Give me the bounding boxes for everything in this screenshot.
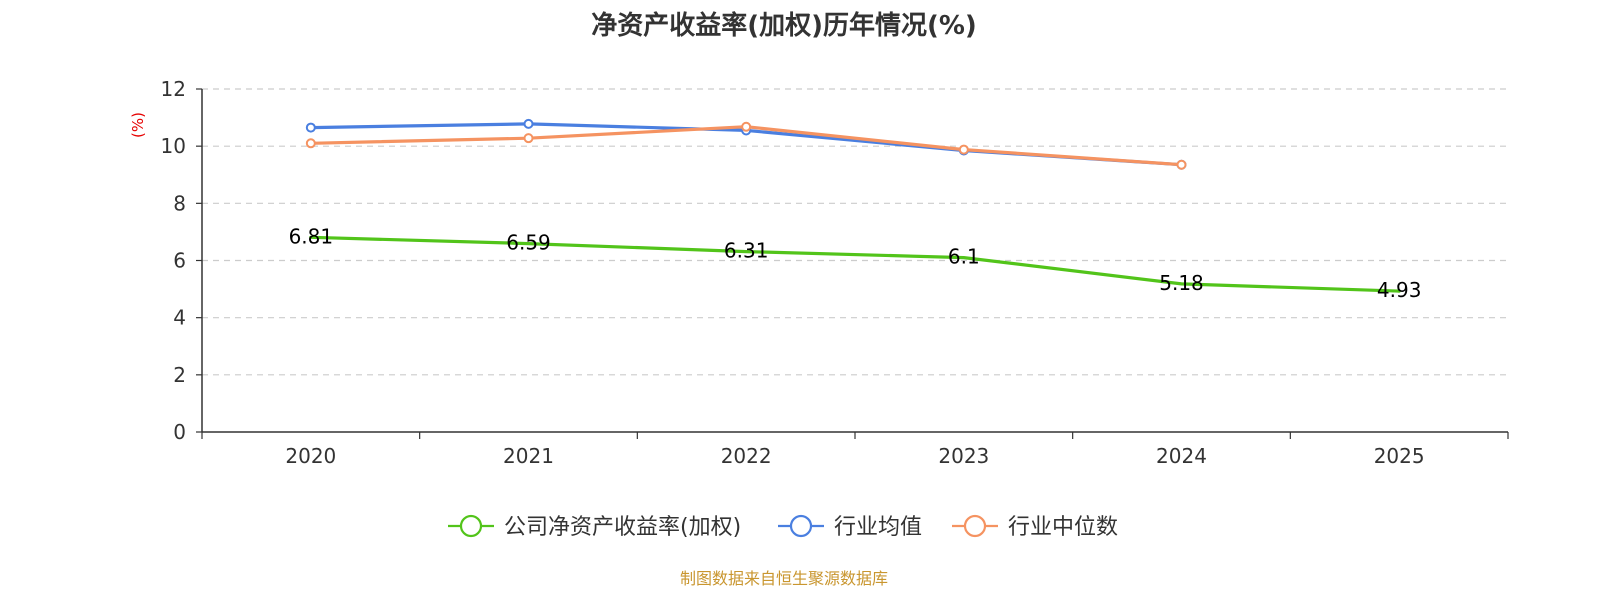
data-point (523, 133, 534, 144)
y-tick-label: 8 (173, 191, 186, 215)
data-point (958, 144, 969, 155)
data-label: 6.31 (724, 239, 769, 263)
data-point (741, 121, 752, 132)
data-labels: 6.81 6.59 6.31 6.1 5.18 4.93 (289, 224, 1422, 302)
legend-label: 行业中位数 (1008, 515, 1118, 540)
data-point (305, 138, 316, 149)
data-point (523, 118, 534, 129)
x-tick-label: 2020 (285, 444, 336, 468)
x-tick-label: 2025 (1374, 444, 1425, 468)
x-tick-label: 2023 (938, 444, 989, 468)
x-tick-label: 2021 (503, 444, 554, 468)
legend[interactable]: 公司净资产收益率(加权) 行业均值 行业中位数 (448, 514, 1118, 540)
data-label: 6.81 (289, 224, 334, 248)
data-point (305, 122, 316, 133)
series-lines (305, 118, 1401, 293)
data-label: 5.18 (1159, 271, 1204, 295)
grid-lines (202, 88, 1508, 376)
series-line (309, 235, 1401, 293)
chart-title: 净资产收益率(加权)历年情况(%) (591, 10, 977, 41)
data-point (1176, 159, 1187, 170)
x-tick-label: 2024 (1156, 444, 1207, 468)
y-tick-label: 0 (173, 420, 186, 444)
x-tick-label: 2022 (721, 444, 772, 468)
data-label: 6.59 (506, 231, 551, 255)
y-axis-unit: (%) (129, 112, 147, 138)
y-tick-label: 12 (161, 77, 186, 101)
legend-swatch-marker (963, 514, 987, 538)
y-tick-label: 4 (173, 306, 186, 330)
data-label: 4.93 (1377, 278, 1422, 302)
source-note: 制图数据来自恒生聚源数据库 (680, 569, 888, 588)
legend-swatch-marker (789, 514, 813, 538)
y-tick-label: 6 (173, 249, 186, 273)
axes: 0 2 4 6 8 10 12 2020 2021 2022 2023 2024 2025 (161, 77, 1509, 468)
legend-label: 行业均值 (834, 515, 922, 540)
data-label: 6.1 (948, 245, 980, 269)
legend-label: 公司净资产收益率(加权) (504, 515, 741, 540)
y-tick-label: 10 (161, 134, 186, 158)
y-tick-label: 2 (173, 363, 186, 387)
legend-swatch-marker (459, 514, 483, 538)
